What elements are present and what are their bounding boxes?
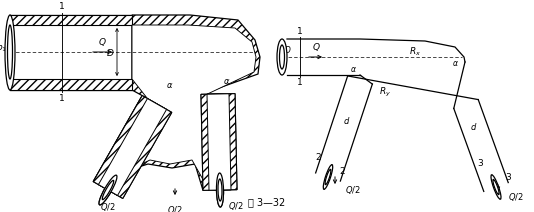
Text: $\alpha$: $\alpha$ bbox=[350, 64, 357, 74]
Text: $d$: $d$ bbox=[470, 121, 478, 132]
Polygon shape bbox=[98, 99, 167, 195]
Ellipse shape bbox=[99, 175, 117, 205]
Text: $\alpha$: $\alpha$ bbox=[223, 78, 231, 86]
Ellipse shape bbox=[325, 169, 331, 185]
Text: $\alpha$: $\alpha$ bbox=[166, 81, 174, 91]
Ellipse shape bbox=[99, 175, 117, 205]
Polygon shape bbox=[201, 94, 237, 190]
Ellipse shape bbox=[218, 179, 222, 201]
Polygon shape bbox=[93, 96, 172, 198]
Text: $D$: $D$ bbox=[106, 46, 114, 57]
Polygon shape bbox=[10, 15, 132, 25]
Text: $d$: $d$ bbox=[124, 134, 132, 145]
Ellipse shape bbox=[279, 45, 285, 69]
Polygon shape bbox=[93, 96, 172, 198]
Ellipse shape bbox=[103, 180, 114, 200]
Text: $\alpha$: $\alpha$ bbox=[452, 60, 459, 68]
Text: $R_y$: $R_y$ bbox=[379, 85, 391, 99]
Text: $Q/2$: $Q/2$ bbox=[228, 200, 244, 212]
Text: $Q/2$: $Q/2$ bbox=[345, 184, 360, 196]
Text: 2: 2 bbox=[315, 152, 321, 162]
Text: $d$: $d$ bbox=[343, 114, 351, 126]
Ellipse shape bbox=[277, 39, 287, 75]
Text: $Q$: $Q$ bbox=[312, 41, 320, 53]
Text: 1: 1 bbox=[297, 78, 303, 87]
Text: $Q/2$: $Q/2$ bbox=[167, 204, 183, 212]
Text: 1: 1 bbox=[59, 94, 65, 103]
Polygon shape bbox=[93, 15, 260, 190]
Polygon shape bbox=[98, 25, 256, 190]
Text: $Q/2$: $Q/2$ bbox=[100, 201, 116, 212]
Ellipse shape bbox=[218, 179, 222, 201]
Text: $D$: $D$ bbox=[284, 44, 292, 55]
Text: $p_1$: $p_1$ bbox=[0, 43, 7, 54]
Text: $Q/2$: $Q/2$ bbox=[508, 191, 524, 203]
Text: 1: 1 bbox=[59, 2, 65, 11]
Ellipse shape bbox=[323, 165, 333, 189]
Text: 2: 2 bbox=[339, 167, 345, 177]
Text: $d$: $d$ bbox=[209, 130, 217, 141]
Ellipse shape bbox=[216, 173, 224, 207]
Ellipse shape bbox=[7, 25, 12, 79]
Text: $Q$: $Q$ bbox=[98, 36, 106, 48]
Ellipse shape bbox=[491, 175, 501, 199]
Text: 图 3—32: 图 3—32 bbox=[248, 197, 286, 207]
Text: 3: 3 bbox=[477, 159, 483, 169]
Text: 3: 3 bbox=[505, 173, 511, 181]
Ellipse shape bbox=[103, 180, 114, 200]
Polygon shape bbox=[207, 94, 231, 190]
Text: 1: 1 bbox=[297, 27, 303, 36]
Polygon shape bbox=[98, 99, 167, 195]
Polygon shape bbox=[201, 94, 237, 190]
Ellipse shape bbox=[493, 180, 499, 195]
Polygon shape bbox=[10, 79, 132, 90]
Ellipse shape bbox=[216, 173, 224, 207]
Polygon shape bbox=[207, 94, 231, 190]
Text: $R_x$: $R_x$ bbox=[409, 46, 421, 58]
Ellipse shape bbox=[5, 15, 15, 90]
